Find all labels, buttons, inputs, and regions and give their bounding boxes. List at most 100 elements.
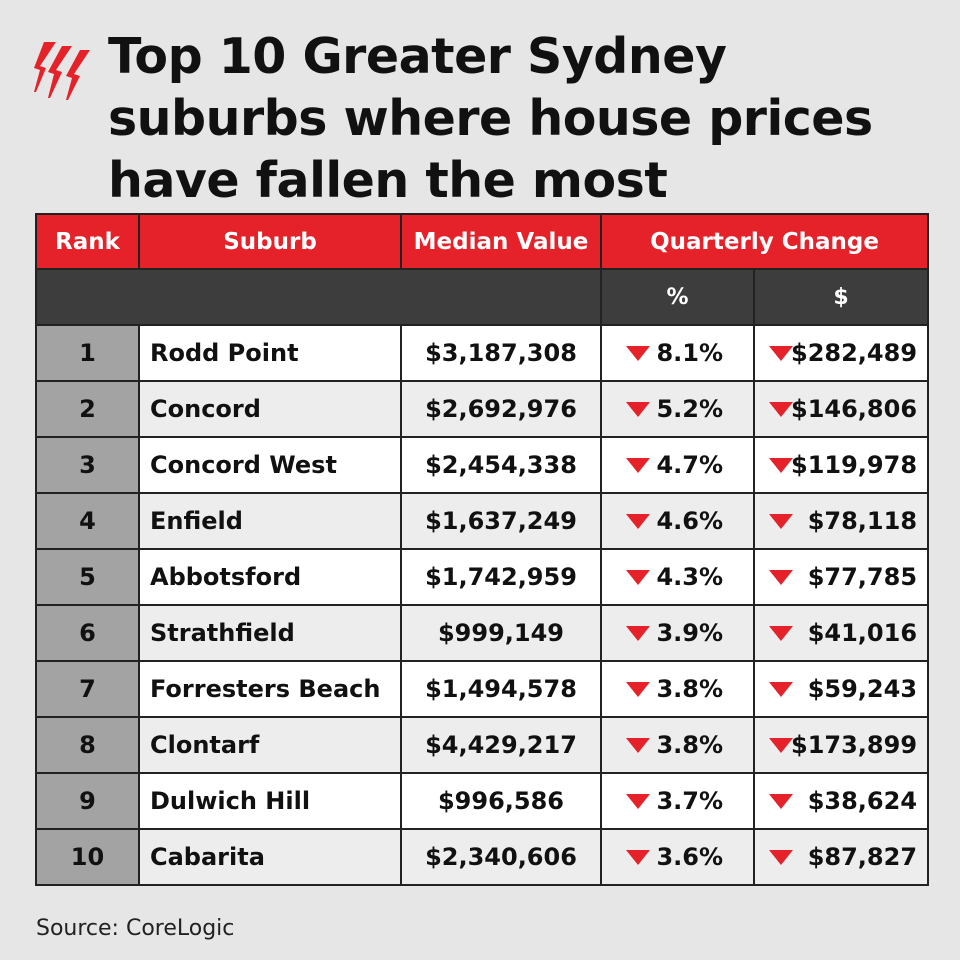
- dollar-change-cell: $78,118: [752, 492, 930, 550]
- column-header-quarterly-change: Quarterly Change: [599, 213, 930, 270]
- down-triangle-icon: [626, 738, 650, 753]
- rank-cell: 2: [35, 380, 140, 438]
- percent-change-cell: 3.8%: [600, 716, 755, 774]
- data-table: Rank Suburb Median Value Quarterly Chang…: [35, 213, 930, 886]
- percent-change-value: 4.3%: [656, 563, 723, 591]
- dollar-change-cell: $146,806: [752, 380, 930, 438]
- down-triangle-icon: [626, 626, 650, 641]
- subheader-row: % $: [35, 268, 930, 326]
- table-row: 4 Enfield $1,637,249 4.6% $78,118: [35, 492, 930, 550]
- rank-cell: 4: [35, 492, 140, 550]
- header-row: Rank Suburb Median Value Quarterly Chang…: [35, 213, 930, 270]
- table-row: 3 Concord West $2,454,338 4.7% $119,978: [35, 436, 930, 494]
- percent-change-cell: 4.3%: [600, 548, 755, 606]
- rank-cell: 7: [35, 660, 140, 718]
- title-line: have fallen the most: [108, 152, 668, 209]
- median-value-cell: $2,340,606: [400, 828, 602, 886]
- sbs-logo-icon: [34, 42, 90, 100]
- suburb-cell: Abbotsford: [138, 548, 402, 606]
- suburb-cell: Rodd Point: [138, 324, 402, 382]
- rank-cell: 6: [35, 604, 140, 662]
- dollar-change-cell: $282,489: [752, 324, 930, 382]
- rank-cell: 5: [35, 548, 140, 606]
- column-header-suburb: Suburb: [138, 213, 402, 270]
- median-value-cell: $3,187,308: [400, 324, 602, 382]
- down-triangle-icon: [769, 682, 793, 697]
- down-triangle-icon: [769, 738, 793, 753]
- median-value-cell: $1,742,959: [400, 548, 602, 606]
- rank-cell: 10: [35, 828, 140, 886]
- title-line: suburbs where house prices: [108, 90, 873, 147]
- table-row: 5 Abbotsford $1,742,959 4.3% $77,785: [35, 548, 930, 606]
- table-row: 6 Strathfield $999,149 3.9% $41,016: [35, 604, 930, 662]
- dollar-change-cell: $173,899: [752, 716, 930, 774]
- suburb-cell: Concord West: [138, 436, 402, 494]
- percent-change-cell: 3.9%: [600, 604, 755, 662]
- dollar-change-value: $119,978: [791, 451, 918, 479]
- percent-change-cell: 3.7%: [600, 772, 755, 830]
- percent-change-value: 3.8%: [656, 675, 723, 703]
- percent-change-cell: 8.1%: [600, 324, 755, 382]
- subheader-percent: %: [600, 268, 755, 326]
- down-triangle-icon: [626, 850, 650, 865]
- percent-change-value: 3.7%: [656, 787, 723, 815]
- median-value-cell: $2,454,338: [400, 436, 602, 494]
- dollar-change-cell: $77,785: [752, 548, 930, 606]
- down-triangle-icon: [626, 402, 650, 417]
- table-row: 2 Concord $2,692,976 5.2% $146,806: [35, 380, 930, 438]
- dollar-change-cell: $41,016: [752, 604, 930, 662]
- rank-cell: 3: [35, 436, 140, 494]
- median-value-cell: $996,586: [400, 772, 602, 830]
- suburb-cell: Clontarf: [138, 716, 402, 774]
- down-triangle-icon: [769, 570, 793, 585]
- down-triangle-icon: [769, 626, 793, 641]
- median-value-cell: $2,692,976: [400, 380, 602, 438]
- suburb-cell: Concord: [138, 380, 402, 438]
- down-triangle-icon: [769, 346, 793, 361]
- suburb-cell: Dulwich Hill: [138, 772, 402, 830]
- table-row: 10 Cabarita $2,340,606 3.6% $87,827: [35, 828, 930, 886]
- percent-change-cell: 4.6%: [600, 492, 755, 550]
- median-value-cell: $999,149: [400, 604, 602, 662]
- percent-change-value: 3.9%: [656, 619, 723, 647]
- dollar-change-value: $41,016: [807, 619, 918, 647]
- percent-change-value: 4.7%: [656, 451, 723, 479]
- median-value-cell: $1,637,249: [400, 492, 602, 550]
- percent-change-value: 3.8%: [656, 731, 723, 759]
- down-triangle-icon: [626, 346, 650, 361]
- table-row: 9 Dulwich Hill $996,586 3.7% $38,624: [35, 772, 930, 830]
- down-triangle-icon: [769, 458, 793, 473]
- down-triangle-icon: [626, 458, 650, 473]
- down-triangle-icon: [626, 682, 650, 697]
- dollar-change-value: $173,899: [791, 731, 918, 759]
- dollar-change-value: $282,489: [791, 339, 918, 367]
- suburb-cell: Cabarita: [138, 828, 402, 886]
- percent-change-value: 5.2%: [656, 395, 723, 423]
- suburb-cell: Strathfield: [138, 604, 402, 662]
- down-triangle-icon: [626, 570, 650, 585]
- percent-change-value: 8.1%: [656, 339, 723, 367]
- dollar-change-cell: $119,978: [752, 436, 930, 494]
- column-header-median: Median Value: [400, 213, 602, 270]
- dollar-change-value: $77,785: [807, 563, 918, 591]
- percent-change-cell: 4.7%: [600, 436, 755, 494]
- dollar-change-value: $38,624: [807, 787, 918, 815]
- median-value-cell: $4,429,217: [400, 716, 602, 774]
- down-triangle-icon: [769, 794, 793, 809]
- median-value-cell: $1,494,578: [400, 660, 602, 718]
- percent-change-value: 3.6%: [656, 843, 723, 871]
- title-line: Top 10 Greater Sydney: [108, 28, 727, 85]
- down-triangle-icon: [769, 850, 793, 865]
- source-note: Source: CoreLogic: [36, 916, 235, 941]
- suburb-cell: Forresters Beach: [138, 660, 402, 718]
- rank-cell: 9: [35, 772, 140, 830]
- percent-change-value: 4.6%: [656, 507, 723, 535]
- dollar-change-cell: $59,243: [752, 660, 930, 718]
- table-row: 8 Clontarf $4,429,217 3.8% $173,899: [35, 716, 930, 774]
- percent-change-cell: 3.6%: [600, 828, 755, 886]
- down-triangle-icon: [769, 402, 793, 417]
- chart-title: Top 10 Greater Sydney suburbs where hous…: [108, 26, 938, 212]
- percent-change-cell: 5.2%: [600, 380, 755, 438]
- dollar-change-cell: $87,827: [752, 828, 930, 886]
- dollar-change-value: $146,806: [791, 395, 918, 423]
